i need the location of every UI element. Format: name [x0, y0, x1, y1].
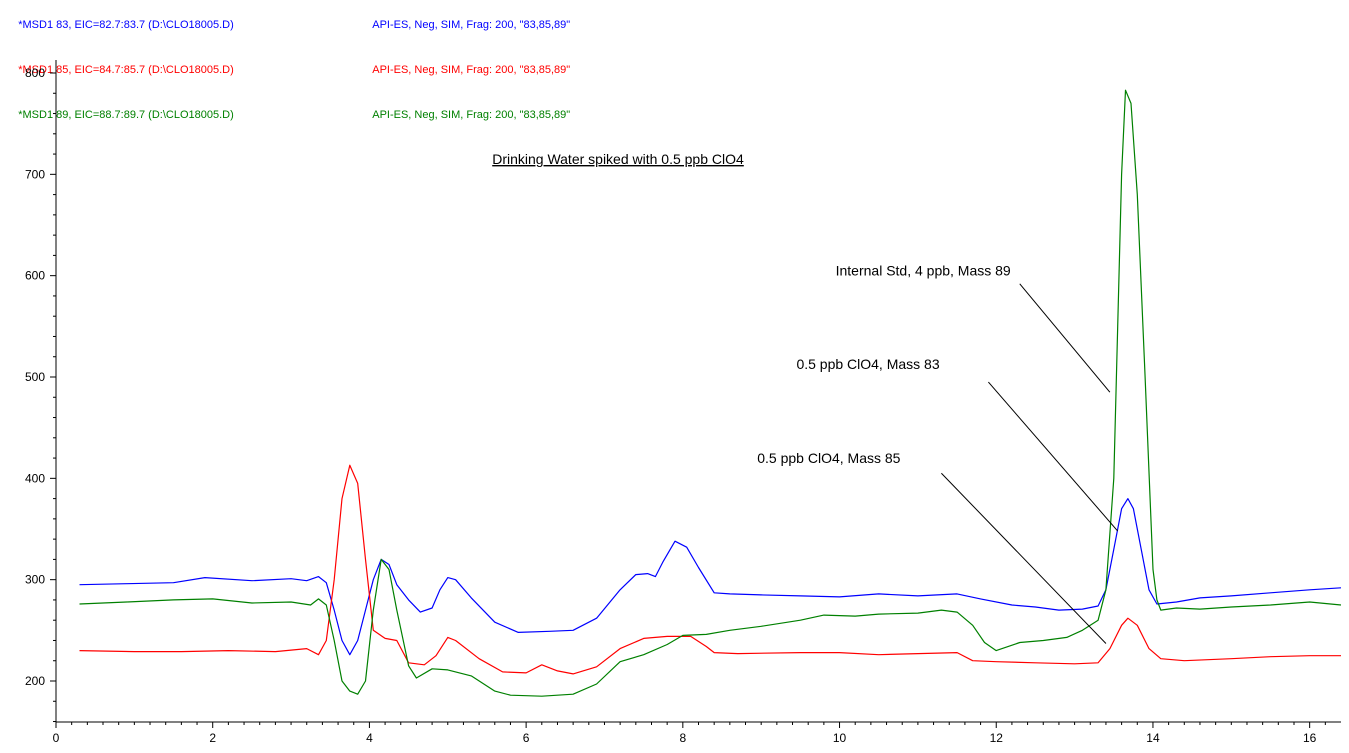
series-line-3	[79, 89, 1342, 697]
series-line-1	[79, 498, 1342, 656]
x-tick-label: 14	[1146, 731, 1160, 745]
annotation-leader-2	[988, 381, 1119, 532]
annotation-leader-1	[1019, 283, 1111, 393]
annotation-label-2: 0.5 ppb ClO4, Mass 83	[796, 356, 939, 372]
chart-title: Drinking Water spiked with 0.5 ppb ClO4	[492, 151, 744, 167]
x-tick-label: 4	[366, 731, 373, 745]
y-tick-label: 700	[25, 167, 45, 181]
annotation-label-1: Internal Std, 4 ppb, Mass 89	[836, 263, 1011, 279]
legend-trace-label: *MSD1 83, EIC=82.7:83.7 (D:\CLO18005.D)	[18, 19, 234, 31]
chart-axes: 200 300 400 500 600 700 800 0 2 4 6 8 10 12 14 16	[25, 60, 1341, 745]
x-tick-label: 0	[53, 731, 60, 745]
x-tick-label: 2	[209, 731, 216, 745]
legend-row-mass-89: *MSD1 89, EIC=88.7:89.7 (D:\CLO18005.D) A…	[6, 93, 570, 138]
y-tick-label: 300	[25, 573, 45, 587]
x-tick-label: 10	[833, 731, 847, 745]
legend-row-mass-83: *MSD1 83, EIC=82.7:83.7 (D:\CLO18005.D) A…	[6, 3, 570, 48]
y-tick-label: 800	[25, 66, 45, 80]
x-tick-label: 16	[1303, 731, 1317, 745]
chart-series	[79, 89, 1342, 697]
annotation-label-3: 0.5 ppb ClO4, Mass 85	[757, 450, 900, 466]
series-line-2	[79, 464, 1341, 675]
legend: *MSD1 83, EIC=82.7:83.7 (D:\CLO18005.D) A…	[6, 3, 570, 138]
annotation-leader-3	[941, 472, 1107, 644]
legend-method-label: API-ES, Neg, SIM, Frag: 200, "83,85,89"	[372, 19, 571, 31]
y-tick-label: 600	[25, 269, 45, 283]
x-tick-label: 8	[679, 731, 686, 745]
x-tick-label: 12	[990, 731, 1004, 745]
legend-row-mass-85: *MSD1 85, EIC=84.7:85.7 (D:\CLO18005.D) A…	[6, 48, 570, 93]
y-tick-label: 400	[25, 471, 45, 485]
x-tick-label: 6	[523, 731, 530, 745]
legend-trace-label: *MSD1 89, EIC=88.7:89.7 (D:\CLO18005.D)	[18, 109, 234, 121]
y-tick-label: 200	[25, 674, 45, 688]
legend-trace-label: *MSD1 85, EIC=84.7:85.7 (D:\CLO18005.D)	[18, 64, 234, 76]
legend-method-label: API-ES, Neg, SIM, Frag: 200, "83,85,89"	[372, 64, 571, 76]
y-tick-label: 500	[25, 370, 45, 384]
chart-annotations: Internal Std, 4 ppb, Mass 89 0.5 ppb ClO4…	[757, 263, 1119, 644]
legend-method-label: API-ES, Neg, SIM, Frag: 200, "83,85,89"	[372, 109, 571, 121]
